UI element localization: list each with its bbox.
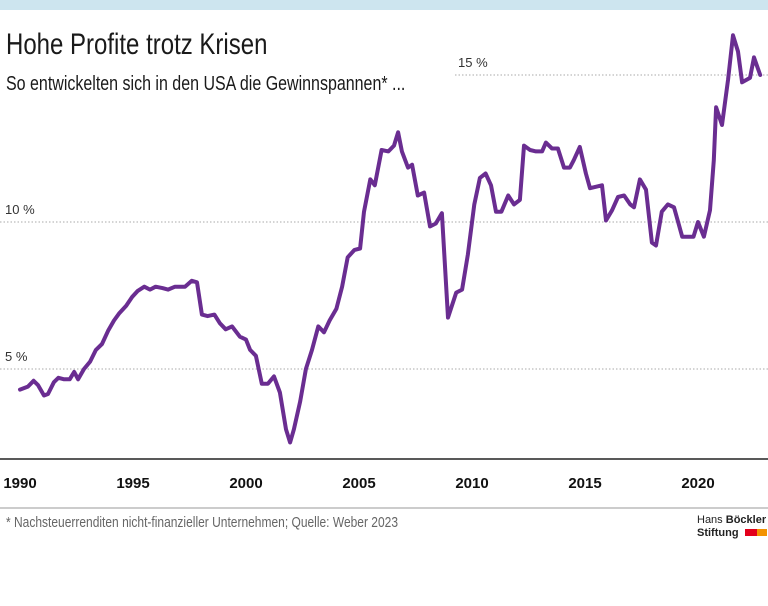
series-line-profit-margin (18, 33, 763, 445)
y-tick-label: 5 % (5, 349, 28, 364)
x-tick-label: 2010 (455, 475, 488, 492)
x-tick-label: 2000 (229, 475, 262, 492)
x-tick-label: 2020 (681, 475, 714, 492)
y-tick-label: 10 % (5, 202, 35, 217)
x-tick-label: 2005 (342, 475, 375, 492)
logo-text-stiftung: Stiftung (697, 527, 739, 539)
chart-title: Hohe Profite trotz Krisen (6, 28, 268, 61)
hans-boeckler-stiftung-logo: Hans Böckler Stiftung (697, 514, 767, 540)
footnote: * Nachsteuerrenditen nicht-finanzieller … (6, 514, 398, 531)
logo-orange-bar (756, 529, 767, 536)
logo-text-boeckler: Böckler (725, 514, 767, 526)
chart-subtitle: So entwickelten sich in den USA die Gewi… (6, 73, 406, 95)
top-color-bar (0, 0, 768, 10)
logo-text-hans: Hans (697, 514, 726, 526)
y-tick-label: 15 % (458, 55, 488, 70)
x-tick-label: 2015 (568, 475, 601, 492)
logo-red-bar (744, 529, 757, 536)
x-tick-label: 1995 (116, 475, 149, 492)
x-tick-label: 1990 (3, 475, 36, 492)
